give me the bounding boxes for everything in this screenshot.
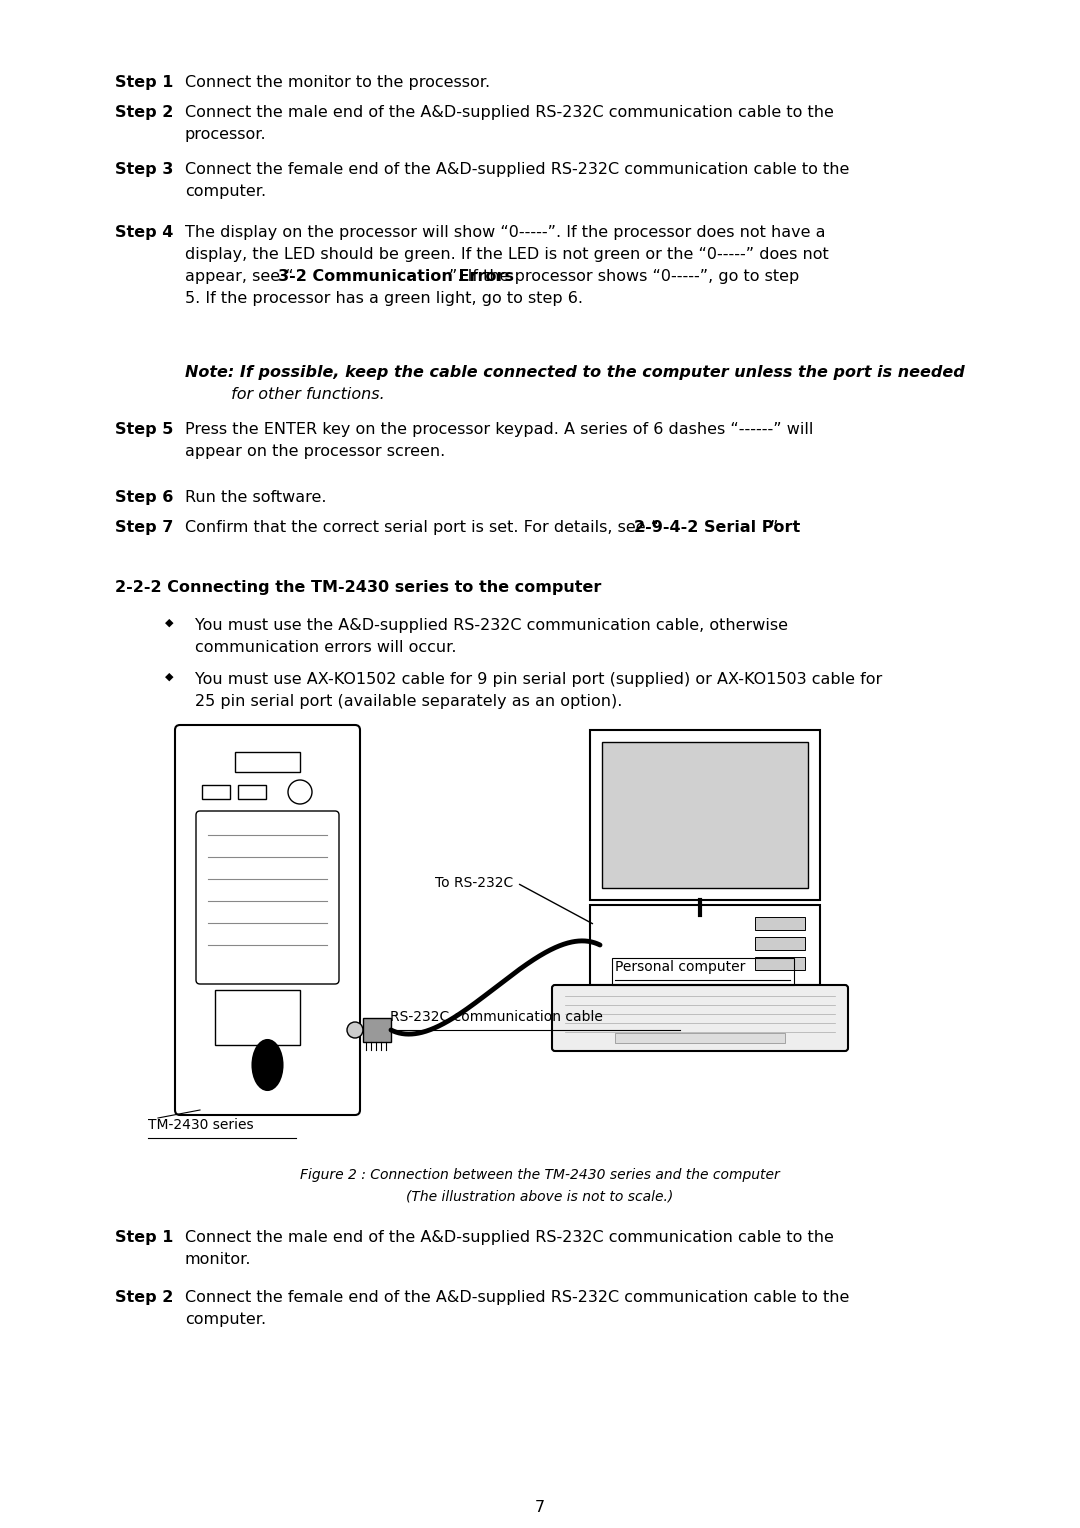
Bar <box>610 912 800 927</box>
FancyBboxPatch shape <box>175 724 360 1115</box>
Text: Step 2: Step 2 <box>114 1290 174 1305</box>
Bar <box>202 785 230 799</box>
Text: ◆: ◆ <box>165 617 174 628</box>
Text: TM-2430 series: TM-2430 series <box>148 1118 254 1132</box>
Text: Personal computer: Personal computer <box>615 960 745 973</box>
Text: Connect the male end of the A&D-supplied RS-232C communication cable to the: Connect the male end of the A&D-supplied… <box>185 1230 834 1245</box>
Text: computer.: computer. <box>185 183 266 199</box>
Bar <box>238 785 266 799</box>
Text: ”. If the processor shows “0-----”, go to step: ”. If the processor shows “0-----”, go t… <box>449 269 799 284</box>
Text: monitor.: monitor. <box>185 1251 252 1267</box>
Text: RS-232C communication cable: RS-232C communication cable <box>390 1010 603 1024</box>
Text: 2-2-2 Connecting the TM-2430 series to the computer: 2-2-2 Connecting the TM-2430 series to t… <box>114 581 602 594</box>
Text: Run the software.: Run the software. <box>185 490 326 504</box>
Bar <box>615 1033 785 1044</box>
Text: Connect the monitor to the processor.: Connect the monitor to the processor. <box>185 75 490 90</box>
Text: Connect the female end of the A&D-supplied RS-232C communication cable to the: Connect the female end of the A&D-suppli… <box>185 162 849 177</box>
Text: 3-2 Communication Errors: 3-2 Communication Errors <box>278 269 514 284</box>
Text: communication errors will occur.: communication errors will occur. <box>195 640 457 656</box>
Text: Step 7: Step 7 <box>114 520 174 535</box>
Text: You must use the A&D-supplied RS-232C communication cable, otherwise: You must use the A&D-supplied RS-232C co… <box>195 617 788 633</box>
Text: You must use AX-KO1502 cable for 9 pin serial port (supplied) or AX-KO1503 cable: You must use AX-KO1502 cable for 9 pin s… <box>195 672 882 688</box>
Text: appear on the processor screen.: appear on the processor screen. <box>185 445 445 458</box>
Text: 7: 7 <box>535 1500 545 1514</box>
Circle shape <box>288 779 312 804</box>
Text: Step 3: Step 3 <box>114 162 174 177</box>
Bar <box>590 905 820 986</box>
Bar <box>215 990 300 1045</box>
Bar <box>602 743 808 888</box>
Text: Note: If possible, keep the cable connected to the computer unless the port is n: Note: If possible, keep the cable connec… <box>185 365 964 380</box>
Ellipse shape <box>253 1041 283 1089</box>
FancyBboxPatch shape <box>195 811 339 984</box>
Text: ”.: ”. <box>770 520 783 535</box>
Text: 25 pin serial port (available separately as an option).: 25 pin serial port (available separately… <box>195 694 622 709</box>
Circle shape <box>347 1022 363 1038</box>
FancyBboxPatch shape <box>552 986 848 1051</box>
Text: (The illustration above is not to scale.): (The illustration above is not to scale.… <box>406 1190 674 1204</box>
Text: processor.: processor. <box>185 127 267 142</box>
Text: Connect the female end of the A&D-supplied RS-232C communication cable to the: Connect the female end of the A&D-suppli… <box>185 1290 849 1305</box>
Text: Step 5: Step 5 <box>114 422 174 437</box>
Text: Step 6: Step 6 <box>114 490 174 504</box>
Bar <box>235 752 300 772</box>
Text: Step 2: Step 2 <box>114 105 174 121</box>
Bar <box>755 917 805 931</box>
Bar <box>595 934 617 957</box>
Text: Press the ENTER key on the processor keypad. A series of 6 dashes “------” will: Press the ENTER key on the processor key… <box>185 422 813 437</box>
Text: Confirm that the correct serial port is set. For details, see “: Confirm that the correct serial port is … <box>185 520 659 535</box>
Text: appear, see “: appear, see “ <box>185 269 294 284</box>
Text: 2-9-4-2 Serial Port: 2-9-4-2 Serial Port <box>634 520 800 535</box>
Bar <box>363 1018 391 1042</box>
Text: ◆: ◆ <box>165 672 174 681</box>
Bar <box>755 937 805 950</box>
Text: Step 1: Step 1 <box>114 75 174 90</box>
Bar <box>612 958 794 986</box>
Text: computer.: computer. <box>185 1313 266 1326</box>
Text: for other functions.: for other functions. <box>185 387 384 402</box>
Text: 5. If the processor has a green light, go to step 6.: 5. If the processor has a green light, g… <box>185 290 583 306</box>
Bar <box>590 730 820 900</box>
Text: Step 1: Step 1 <box>114 1230 174 1245</box>
Text: The display on the processor will show “0-----”. If the processor does not have : The display on the processor will show “… <box>185 225 825 240</box>
Text: Connect the male end of the A&D-supplied RS-232C communication cable to the: Connect the male end of the A&D-supplied… <box>185 105 834 121</box>
Text: To RS-232C: To RS-232C <box>435 876 513 889</box>
Text: Figure 2 : Connection between the TM-2430 series and the computer: Figure 2 : Connection between the TM-243… <box>300 1167 780 1183</box>
Text: Step 4: Step 4 <box>114 225 174 240</box>
Bar <box>755 957 805 970</box>
Text: display, the LED should be green. If the LED is not green or the “0-----” does n: display, the LED should be green. If the… <box>185 248 828 261</box>
